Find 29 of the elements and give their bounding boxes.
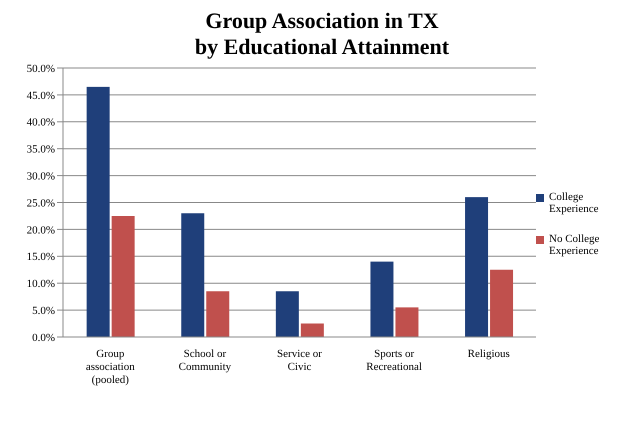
y-tick-label: 25.0%: [26, 197, 55, 210]
y-tick-label: 10.0%: [26, 278, 55, 290]
x-tick-label: Religious: [468, 348, 510, 360]
y-tick-label: 20.0%: [26, 224, 55, 236]
bar: [276, 291, 299, 337]
y-tick-label: 45.0%: [26, 90, 55, 102]
y-tick-label: 0.0%: [32, 332, 55, 344]
x-tick-label: School or Community: [178, 348, 232, 373]
bar: [112, 216, 135, 337]
y-tick-label: 50.0%: [26, 62, 55, 75]
bar: [370, 262, 394, 337]
y-tick-label: 40.0%: [26, 116, 55, 129]
chart-title: Group Association in TX by Educational Attainment: [194, 8, 450, 60]
x-tick-label: Group association (pooled): [86, 348, 136, 386]
y-tick-label: 35.0%: [26, 144, 55, 156]
bar: [490, 270, 514, 337]
bar: [300, 324, 324, 337]
bar: [181, 213, 204, 337]
y-tick-label: 5.0%: [32, 305, 55, 318]
y-tick-label: 30.0%: [26, 170, 55, 183]
x-tick-label: Sports or Recreational: [366, 348, 422, 373]
x-tick-label: Service or Civic: [277, 348, 322, 373]
bar: [465, 197, 488, 337]
legend-label: College Experience: [549, 190, 600, 214]
legend-label: No College Experience: [549, 232, 600, 256]
bar: [395, 307, 418, 337]
bar: [206, 291, 230, 337]
bar: [86, 86, 110, 337]
y-tick-label: 15.0%: [26, 251, 55, 264]
